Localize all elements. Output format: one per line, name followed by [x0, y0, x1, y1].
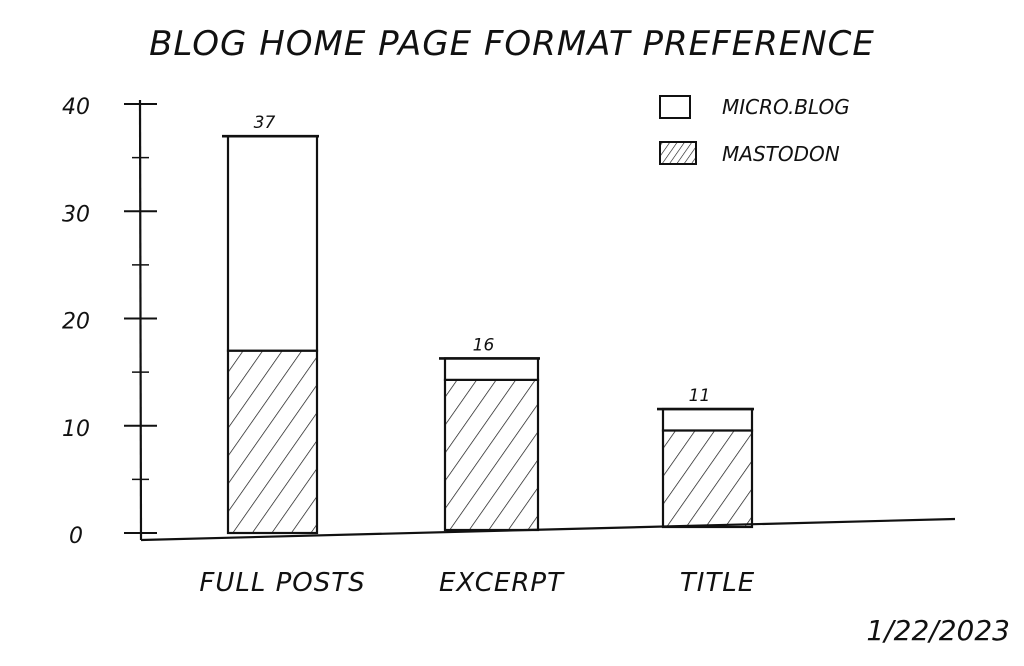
y-axis-line	[138, 99, 143, 541]
chart-title: BLOG HOME PAGE FORMAT PREFERENCE	[149, 24, 875, 64]
y-tick-label: 20	[62, 310, 90, 335]
y-tick-label: 40	[62, 95, 90, 120]
y-tick-label: 0	[69, 524, 83, 549]
y-tick-label: 30	[62, 202, 90, 227]
bar-total-label: 16	[473, 335, 495, 355]
x-axis-line	[140, 517, 956, 542]
date-note: 1/22/2023	[866, 614, 1010, 647]
y-tick-label: 10	[62, 417, 90, 442]
bar-mastodon	[443, 378, 540, 532]
legend: MICRO.BLOG MASTODON	[659, 95, 850, 166]
bar-mastodon	[226, 349, 319, 535]
category-label: FULL POSTS	[199, 568, 365, 598]
bar-micro-blog	[226, 135, 319, 352]
legend-label-mastodon: MASTODON	[722, 142, 840, 166]
legend-label-micro-blog: MICRO.BLOG	[722, 95, 850, 119]
legend-swatch-micro-blog	[659, 95, 691, 119]
bar-total-label: 11	[689, 386, 711, 406]
bar-mastodon	[661, 429, 754, 529]
bars: 37 16 11	[222, 113, 754, 535]
bar-micro-blog	[661, 407, 754, 432]
x-labels: FULL POSTS EXCERPT TITLE	[199, 568, 755, 598]
legend-swatch-mastodon	[659, 141, 697, 165]
axes	[138, 99, 956, 542]
category-label: EXCERPT	[439, 568, 565, 598]
y-ticks: 0 10 20 30 40	[62, 95, 157, 549]
category-label: TITLE	[680, 568, 755, 598]
bar-micro-blog	[443, 357, 540, 381]
bar-total-label: 37	[254, 113, 276, 133]
